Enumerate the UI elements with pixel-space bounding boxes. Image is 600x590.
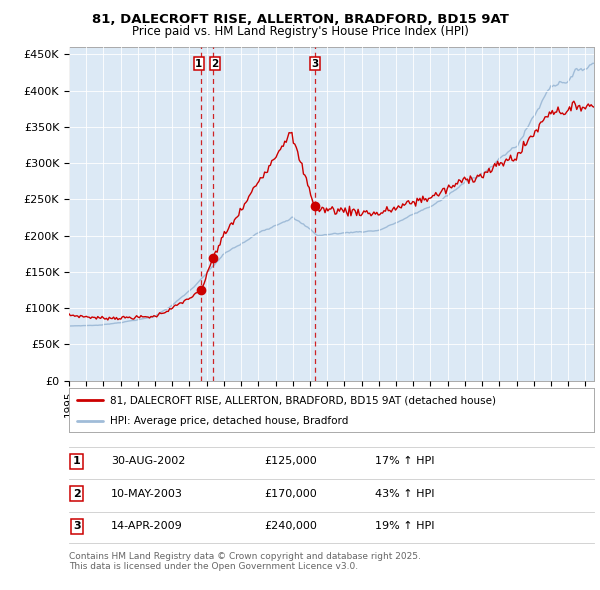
Text: £125,000: £125,000 xyxy=(264,457,317,466)
Text: £170,000: £170,000 xyxy=(264,489,317,499)
Text: 30-AUG-2002: 30-AUG-2002 xyxy=(111,457,185,466)
Text: 81, DALECROFT RISE, ALLERTON, BRADFORD, BD15 9AT: 81, DALECROFT RISE, ALLERTON, BRADFORD, … xyxy=(92,13,508,26)
Text: 14-APR-2009: 14-APR-2009 xyxy=(111,522,183,531)
Text: 19% ↑ HPI: 19% ↑ HPI xyxy=(375,522,434,531)
Text: 43% ↑ HPI: 43% ↑ HPI xyxy=(375,489,434,499)
Text: 2: 2 xyxy=(73,489,80,499)
Text: 2: 2 xyxy=(211,58,218,68)
Text: 3: 3 xyxy=(311,58,319,68)
Text: 17% ↑ HPI: 17% ↑ HPI xyxy=(375,457,434,466)
Text: Contains HM Land Registry data © Crown copyright and database right 2025.
This d: Contains HM Land Registry data © Crown c… xyxy=(69,552,421,571)
Text: £240,000: £240,000 xyxy=(264,522,317,531)
Text: Price paid vs. HM Land Registry's House Price Index (HPI): Price paid vs. HM Land Registry's House … xyxy=(131,25,469,38)
Text: 81, DALECROFT RISE, ALLERTON, BRADFORD, BD15 9AT (detached house): 81, DALECROFT RISE, ALLERTON, BRADFORD, … xyxy=(110,395,496,405)
Text: 1: 1 xyxy=(195,58,202,68)
Text: 1: 1 xyxy=(73,457,80,466)
Text: HPI: Average price, detached house, Bradford: HPI: Average price, detached house, Brad… xyxy=(110,416,349,426)
Text: 10-MAY-2003: 10-MAY-2003 xyxy=(111,489,183,499)
Text: 3: 3 xyxy=(73,522,80,531)
